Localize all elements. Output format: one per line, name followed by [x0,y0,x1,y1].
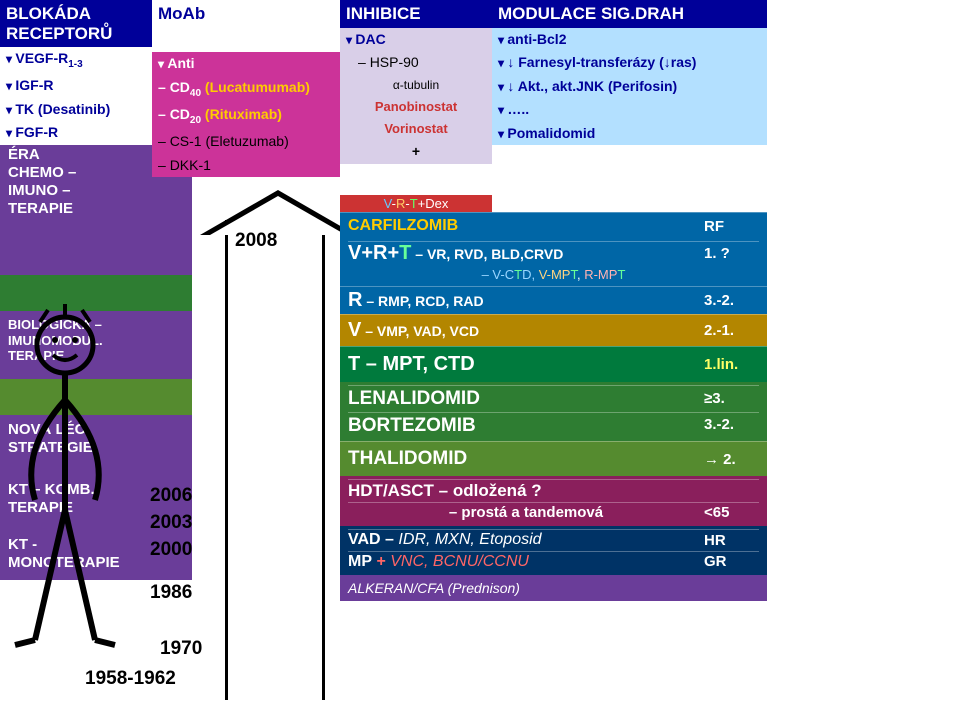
col-modulace: MODULACE SIG.DRAH anti-Bcl2 ↓ Farnesyl-t… [492,0,767,145]
body-moab: Anti CD40 (Lucatumumab) CD20 (Rituximab)… [152,52,340,177]
vad-mp: VAD – IDR, MXN, EtoposidHR MP + VNC, BCN… [340,526,767,576]
col-blokada: BLOKÁDA RECEPTORŮ VEGF-R1-3 IGF-R TK (De… [0,0,152,145]
v-line: V – VMP, VAD, VCD 2.-1. [340,314,767,346]
alkeran: ALKERAN/CFA (Prednison) [340,575,767,601]
timeline-arrow-head [200,190,356,235]
hdr-inhibice: INHIBICE [340,0,492,28]
vrt-dex: V-R-T+Dex [340,195,492,212]
col-inhibice: INHIBICE DAC – HSP-90 α-tubulin Panobino… [340,0,492,164]
carfilzomib: CARFILZOMIBRF [340,212,767,239]
hdt-asct: HDT/ASCT – odložená ? – prostá a tandemo… [340,476,767,526]
lena-bort: LENALIDOMID≥3. BORTEZOMIB3.-2. [340,382,767,441]
body-blokada: VEGF-R1-3 IGF-R TK (Desatinib) FGF-R [0,47,152,145]
treatment-stack: V-R-T+Dex CARFILZOMIBRF V+R+T – VR, RVD,… [340,195,767,601]
r-line: R – RMP, RCD, RAD 3.-2. [340,286,767,314]
timeline-arrow-shaft [225,220,325,700]
hdr-modulace: MODULACE SIG.DRAH [492,0,767,28]
stick-figure-icon [10,300,160,720]
body-modulace: anti-Bcl2 ↓ Farnesyl-transferázy (↓ras) … [492,28,767,146]
hdr-moab: MoAb [152,0,340,52]
body-inhibice: DAC – HSP-90 α-tubulin Panobinostat Vori… [340,28,492,164]
hdr-blokada: BLOKÁDA RECEPTORŮ [0,0,152,47]
vrt-combo: V+R+T – VR, RVD, BLD,CRVD 1. ? – V-CTD, … [340,239,767,286]
thalidomid: THALIDOMID→ 2. [340,441,767,476]
col-moab: MoAb Anti CD40 (Lucatumumab) CD20 (Ritux… [152,0,340,177]
t-line: T – MPT, CTD 1.lin. [340,346,767,382]
